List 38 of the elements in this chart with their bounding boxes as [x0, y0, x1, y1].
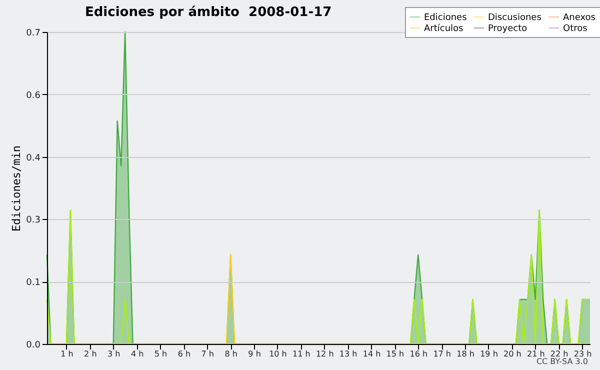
y-axis-title: Ediciones/min — [10, 145, 24, 232]
x-tick-label: 12 h — [316, 350, 334, 358]
x-tick-label: 6 h — [178, 350, 191, 358]
x-tick-label: 16 h — [410, 350, 428, 358]
x-tick-label: 14 h — [362, 350, 381, 358]
legend-label: Proyecto — [488, 24, 528, 34]
x-tick-label: 11 h — [292, 350, 310, 358]
x-tick-label: 20 h — [504, 350, 522, 358]
x-tick-label: 8 h — [224, 350, 238, 358]
x-tick-label: 21 h — [526, 350, 545, 358]
x-tick-label: 9 h — [248, 350, 261, 358]
x-tick-label: 4 h — [130, 350, 144, 358]
y-tick-label: 0.1 — [26, 278, 40, 288]
legend-label: Otros — [563, 24, 588, 34]
y-tick-label: 0.3 — [26, 216, 40, 226]
x-tick-label: 2 h — [84, 350, 97, 358]
legend-label: Artículos — [424, 23, 464, 34]
y-tick-label: 0.0 — [26, 340, 41, 350]
x-tick-label: 15 h — [386, 350, 404, 358]
text: CC BY-SA 3.0 — [536, 357, 588, 366]
x-tick-label: 13 h — [339, 350, 358, 358]
x-tick-label: 19 h — [480, 350, 498, 358]
y-tick-label: 0.4 — [26, 153, 41, 164]
legend-label: Discusiones — [488, 13, 542, 23]
x-tick-label: 22 h — [550, 350, 568, 358]
x-tick-label: 7 h — [201, 350, 214, 358]
chart-title: Ediciones por ámbito 2008-01-17 — [85, 5, 332, 20]
y-tick-label: 0.7 — [26, 28, 40, 38]
legend-label: Ediciones — [424, 13, 468, 23]
y-tick-label: 0.6 — [26, 90, 41, 101]
x-tick-label: 10 h — [269, 350, 287, 358]
x-tick-label: 5 h — [154, 350, 168, 358]
x-tick-label: 3 h — [108, 350, 120, 358]
x-tick-label: 18 h — [456, 350, 474, 358]
x-tick-label: 17 h — [433, 350, 451, 358]
x-tick-label: 1 h — [60, 350, 74, 358]
legend-label: Anexos — [563, 13, 596, 23]
x-tick-label: 23 h — [574, 350, 592, 358]
